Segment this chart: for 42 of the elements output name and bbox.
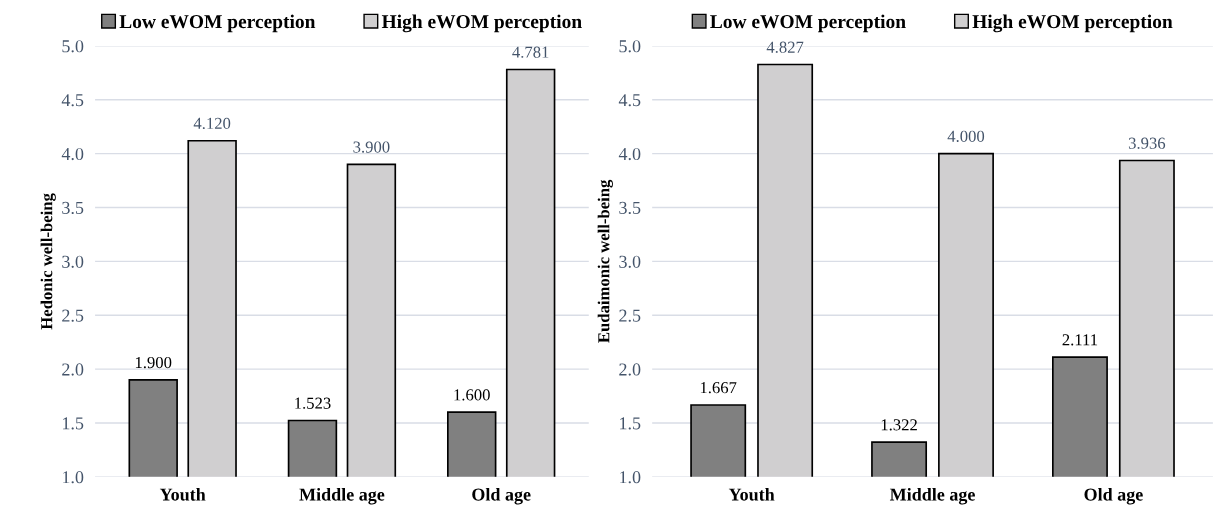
data-label: 3.900 xyxy=(353,141,390,153)
y-tick-label: 5.0 xyxy=(62,40,84,53)
x-tick-label: Youth xyxy=(728,487,775,501)
x-tick-label: Middle age xyxy=(299,487,385,505)
data-label: 4.827 xyxy=(766,41,804,53)
x-tick-label: Old age xyxy=(1084,487,1143,505)
legend-label: High eWOM perception xyxy=(972,14,1173,33)
y-axis-title: Eudaimonic well-being xyxy=(597,179,613,343)
legend-label: Low eWOM perception xyxy=(119,14,316,33)
y-tick-label: 4.0 xyxy=(618,147,641,161)
data-label: 1.900 xyxy=(135,356,172,369)
data-label: 1.523 xyxy=(295,397,331,409)
data-label: 4.781 xyxy=(512,46,549,58)
x-tick-label: Old age xyxy=(472,487,531,505)
y-tick-label: 1.5 xyxy=(620,417,641,430)
y-tick-label: 2.5 xyxy=(62,309,84,322)
y-axis-title: Hedonic well-being xyxy=(40,193,56,330)
y-tick-label: 2.0 xyxy=(62,363,84,376)
y-tick-label: 4.0 xyxy=(61,147,84,161)
legend-label: High eWOM perception xyxy=(381,14,582,33)
data-label: 2.111 xyxy=(1062,334,1098,346)
y-tick-label: 4.5 xyxy=(618,94,641,107)
data-label: 3.936 xyxy=(1128,137,1166,149)
y-tick-label: 2.5 xyxy=(619,309,641,322)
data-label: 1.322 xyxy=(881,419,917,431)
legend-label: Low eWOM perception xyxy=(710,14,906,33)
x-tick-label: Middle age xyxy=(889,487,975,505)
y-tick-label: 3.5 xyxy=(619,201,641,215)
y-tick-label: 1.5 xyxy=(62,417,84,430)
x-tick-label: Youth xyxy=(159,487,206,501)
data-label: 1.667 xyxy=(700,382,737,394)
y-tick-label: 1.0 xyxy=(62,471,84,484)
y-tick-label: 5.0 xyxy=(619,40,641,53)
y-tick-label: 4.5 xyxy=(61,94,84,107)
y-tick-label: 1.0 xyxy=(620,471,641,484)
y-tick-label: 3.5 xyxy=(62,201,84,215)
data-label: 4.000 xyxy=(947,130,985,142)
y-tick-label: 3.0 xyxy=(619,255,641,268)
data-label: 4.120 xyxy=(193,117,231,130)
data-label: 1.600 xyxy=(454,389,490,401)
y-tick-label: 2.0 xyxy=(619,363,641,376)
y-tick-label: 3.0 xyxy=(62,255,84,268)
